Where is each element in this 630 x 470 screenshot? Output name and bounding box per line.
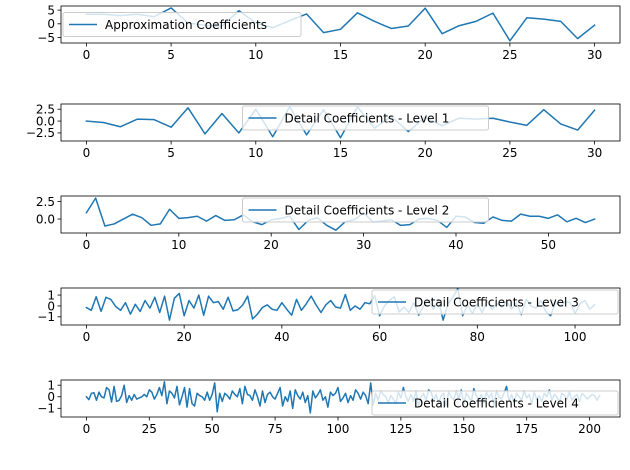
y-tick-label: 2.5	[36, 195, 55, 209]
x-tick-label: 10	[171, 238, 186, 252]
x-tick-label: 40	[274, 330, 289, 344]
axes-frame	[60, 287, 621, 326]
x-tick-label: 0	[83, 330, 91, 344]
legend: Approximation Coefficients	[62, 12, 302, 37]
x-tick-label: 20	[264, 238, 279, 252]
legend: Detail Coefficients - Level 4	[371, 390, 619, 416]
legend-label: Detail Coefficients - Level 3	[414, 295, 579, 309]
y-tick-label: 1	[47, 288, 55, 302]
subplot-2: 0 5 10 15 20 25 30 −2.50.02.5 Detail Coefficient…	[26, 103, 621, 160]
x-tick-label: 30	[356, 238, 371, 252]
series-line-1	[85, 7, 596, 42]
legend-label: Detail Coefficients - Level 4	[414, 396, 579, 410]
axes-frame	[60, 379, 621, 418]
x-tick-label: 30	[587, 48, 602, 62]
x-tick-label: 100	[564, 330, 587, 344]
legend-box	[62, 12, 302, 37]
y-tick-label: −1	[37, 310, 55, 324]
x-tick-label: 0	[83, 422, 91, 436]
legend-box	[242, 105, 489, 131]
legend: Detail Coefficients - Level 3	[371, 289, 619, 315]
x-tick-label: 30	[587, 146, 602, 160]
x-tick-label: 15	[333, 48, 348, 62]
x-tick-label: 10	[248, 48, 263, 62]
legend-box	[242, 197, 489, 223]
x-tick-label: 15	[333, 146, 348, 160]
x-tick-label: 25	[502, 146, 517, 160]
y-tick-label: 0	[47, 390, 55, 404]
legend-label: Detail Coefficients - Level 2	[285, 203, 450, 217]
legend: Detail Coefficients - Level 1	[242, 105, 489, 131]
legend: Detail Coefficients - Level 2	[242, 197, 489, 223]
axes-frame	[60, 195, 621, 234]
x-tick-label: 20	[418, 146, 433, 160]
y-tick-label: −5	[37, 31, 55, 45]
x-tick-label: 125	[389, 422, 412, 436]
y-tick-label: 0	[47, 299, 55, 313]
x-tick-label: 0	[83, 146, 91, 160]
x-tick-label: 25	[502, 48, 517, 62]
x-tick-label: 0	[83, 238, 91, 252]
y-tick-label: 0	[47, 17, 55, 31]
y-tick-label: −1	[37, 402, 55, 416]
legend-label: Approximation Coefficients	[105, 18, 267, 32]
y-tick-label: 1	[47, 379, 55, 393]
x-tick-label: 20	[418, 48, 433, 62]
y-tick-label: 0.0	[36, 114, 55, 128]
x-tick-label: 40	[448, 238, 463, 252]
x-tick-label: 10	[248, 146, 263, 160]
x-tick-label: 200	[578, 422, 601, 436]
y-tick-label: 2.5	[36, 103, 55, 117]
x-tick-label: 150	[452, 422, 475, 436]
subplot-4: 0 20 40 60 80 100−101 Detail Coefficients - Le…	[37, 287, 621, 344]
x-tick-label: 175	[515, 422, 538, 436]
series-line-2	[85, 106, 596, 139]
x-tick-label: 80	[470, 330, 485, 344]
legend-box	[371, 390, 619, 416]
y-tick-label: 5	[47, 3, 55, 17]
y-tick-label: −2.5	[26, 126, 55, 140]
x-tick-label: 5	[167, 48, 175, 62]
y-tick-label: 0.0	[36, 212, 55, 226]
subplot-3: 0 10 20 30 40 50 0.0 2.5 Detail Coefficients - L…	[36, 195, 621, 252]
x-tick-label: 0	[83, 48, 91, 62]
legend-label: Detail Coefficients - Level 1	[285, 111, 450, 125]
series-line-3	[85, 197, 596, 231]
x-tick-label: 20	[176, 330, 191, 344]
x-tick-label: 60	[372, 330, 387, 344]
legend-box	[371, 289, 619, 315]
x-tick-label: 5	[167, 146, 175, 160]
x-tick-label: 50	[541, 238, 556, 252]
x-tick-label: 100	[327, 422, 350, 436]
x-tick-label: 50	[205, 422, 220, 436]
x-tick-label: 75	[267, 422, 282, 436]
x-tick-label: 25	[142, 422, 157, 436]
